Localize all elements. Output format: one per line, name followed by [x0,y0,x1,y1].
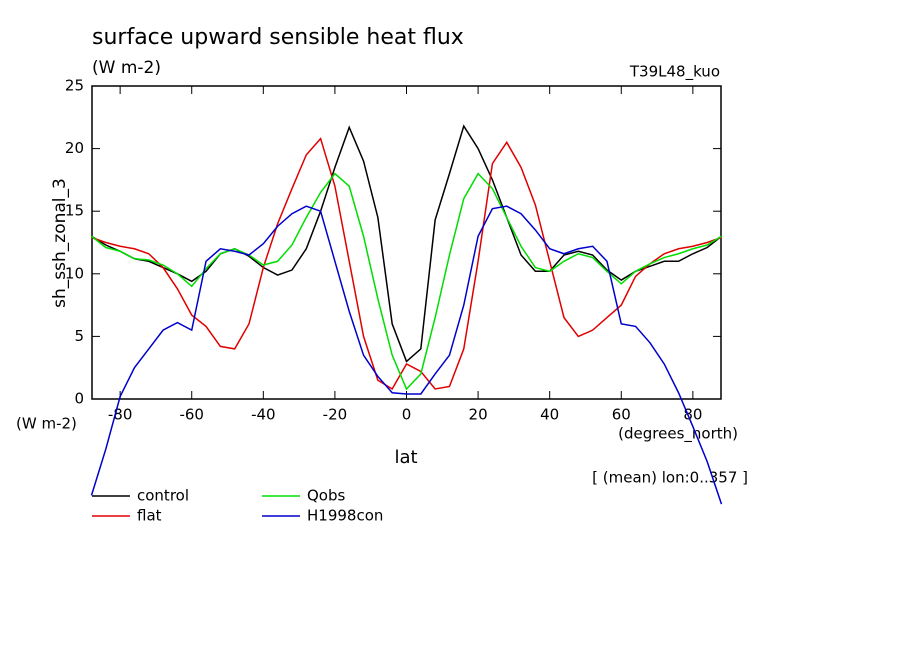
x-axis-label: lat [394,447,417,468]
y-units: (W m-2) [16,415,77,433]
x-tick-label: -80 [108,406,133,424]
x-tick-label: 80 [683,406,702,424]
subtitle: (W m-2) [92,58,161,78]
legend-label: control [137,487,189,505]
x-tick-label: 40 [540,406,559,424]
x-tick-label: -20 [323,406,348,424]
x-tick-label: -60 [179,406,204,424]
legend-label: flat [137,507,162,525]
legend-label: Qobs [307,487,346,505]
plot-frame [91,85,722,400]
x-tick-label: 60 [612,406,631,424]
note: [ (mean) lon:0..357 ] [592,469,748,487]
y-tick-label: 10 [65,264,84,282]
chart-title: surface upward sensible heat flux [92,25,464,50]
series-line [91,137,722,391]
series-line [90,205,723,505]
y-tick-label: 15 [65,202,84,220]
run-label: T39L48_kuo [629,63,720,82]
x-tick-label: 20 [469,406,488,424]
x-units: (degrees_north) [618,425,738,444]
x-tick-label: 0 [402,406,412,424]
x-tick-label: -40 [251,406,276,424]
y-axis-label: sh_ssh_zonal_3 [50,178,70,308]
y-tick-label: 20 [65,139,84,157]
series-line [91,172,722,391]
y-tick-label: 5 [74,327,84,345]
y-tick-label: 25 [65,77,84,95]
series-line [91,124,722,363]
y-tick-label: 0 [74,390,84,408]
legend-label: H1998con [307,507,383,525]
